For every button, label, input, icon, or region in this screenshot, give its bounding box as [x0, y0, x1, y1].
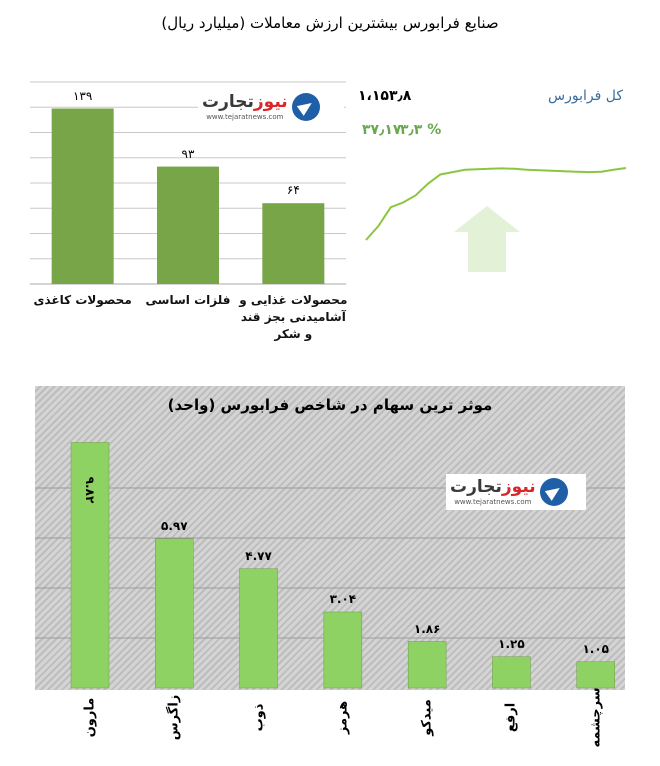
bar-value-label: ۹.۸۲ — [83, 476, 97, 503]
up-arrow-icon — [454, 206, 520, 272]
bar-value-label: ۱.۰۵ — [582, 641, 609, 656]
bar — [323, 611, 363, 689]
index-series-line — [365, 167, 627, 241]
category-label: سرچشمه — [588, 687, 604, 748]
logo-url: www.tejaratnews.com — [206, 113, 284, 121]
bar-value-label: ۳.۰۴ — [329, 592, 357, 606]
bar — [51, 108, 114, 284]
bar-value-label: ۱۳۹ — [72, 88, 93, 103]
index-name: کل فرابورس — [548, 88, 624, 104]
bar — [155, 538, 194, 689]
logo-url: www.tejaratnews.com — [454, 498, 532, 506]
bar — [239, 568, 278, 689]
index-percent: ۳٫۳ % — [400, 122, 442, 138]
page-title: صنایع فرابورس بیشترین ارزش معاملات (میلی… — [161, 14, 499, 32]
bar — [576, 661, 615, 689]
bar-value-label: ۵.۹۷ — [161, 518, 188, 533]
category-label: زاگرس — [166, 694, 182, 741]
bar — [262, 203, 325, 284]
shares-chart-title: موثر ترین سهام در شاخص فرابورس (واحد) — [167, 396, 493, 414]
index-line-chart — [365, 167, 627, 272]
logo-brand-part1: تجارت — [450, 477, 502, 497]
logo-brand-part2: نیوز — [253, 92, 288, 112]
category-label: مارون — [82, 697, 98, 738]
logo-brand-part1: تجارت — [202, 92, 254, 112]
bar — [70, 442, 110, 689]
bar — [157, 166, 219, 284]
category-label: هرمز — [335, 700, 351, 735]
category-label: ارفع — [503, 702, 519, 733]
logo: نیوزتجارت www.tejaratnews.com — [198, 88, 344, 126]
logo-arrow-icon — [539, 478, 568, 506]
category-label: ذوب — [251, 703, 267, 732]
bar — [492, 656, 531, 689]
bar-value-label: ۱.۲۵ — [498, 636, 525, 651]
logo-brand-part2: نیوز — [501, 477, 536, 497]
bar — [407, 641, 447, 689]
logo-arrow-icon — [291, 93, 320, 121]
index-change: ۳۷٫۱۷ — [362, 122, 402, 138]
category-label: محصولات کاغذی — [33, 293, 132, 307]
category-label: میدکو — [419, 699, 435, 736]
industries-bar-chart-plot — [30, 81, 346, 285]
bar-value-label: ۴.۷۷ — [245, 548, 272, 563]
index-value: ۱،۱۵۳٫۸ — [358, 88, 412, 104]
bar-value-label: ۶۴ — [286, 183, 300, 198]
bar-value-label: ۹۳ — [181, 146, 195, 161]
bar-value-label: ۱.۸۶ — [413, 621, 441, 636]
category-label: فلزات اساسی — [145, 293, 231, 307]
category-label: محصولات غذایی و آشامیدنی بجز قند و شکر — [239, 293, 348, 341]
logo-secondary: نیوزتجارت www.tejaratnews.com — [446, 474, 586, 510]
